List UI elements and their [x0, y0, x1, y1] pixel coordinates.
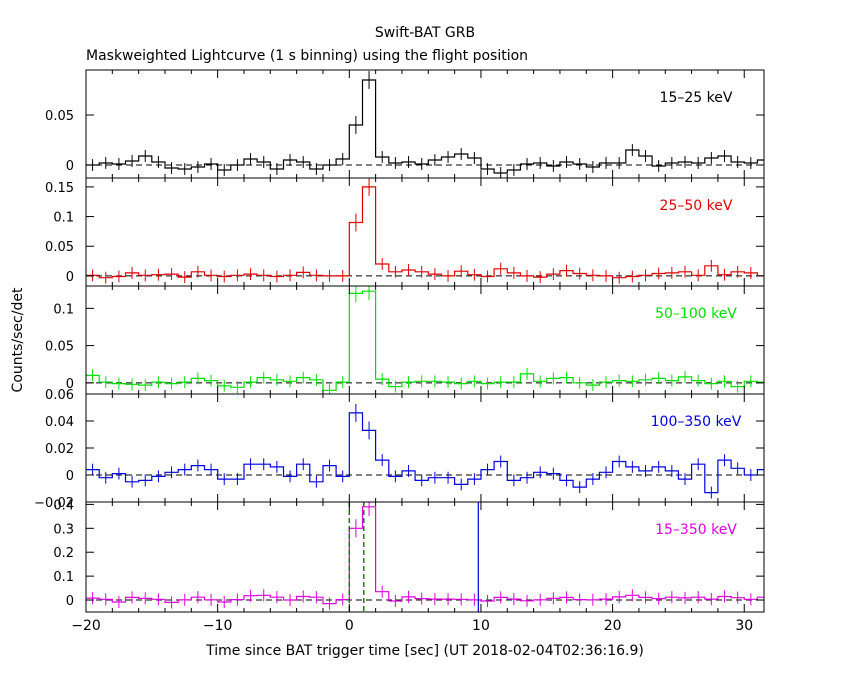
y-tick-label: 0	[66, 377, 74, 392]
energy-band-label: 100–350 keV	[651, 414, 742, 430]
y-tick-label: 0.15	[45, 181, 74, 196]
energy-band-label: 15–25 keV	[660, 90, 733, 106]
panel-frame	[85, 177, 765, 287]
energy-band-label: 25–50 keV	[660, 198, 733, 214]
series-line	[86, 506, 764, 605]
chart-subtitle: Maskweighted Lightcurve (1 s binning) us…	[86, 48, 528, 64]
y-tick-label: 0.05	[45, 340, 74, 355]
y-tick-label: 0.3	[53, 522, 74, 537]
series-group	[86, 286, 764, 394]
x-tick-label: −10	[203, 618, 233, 634]
panel-1: 0 0.05 0.1 0.15 25–50 keV	[45, 177, 765, 287]
chart-title: Swift-BAT GRB	[375, 25, 475, 41]
x-tick-label: 20	[604, 618, 622, 634]
series-group	[86, 71, 764, 178]
series-group	[86, 502, 764, 612]
x-tick-label: 30	[735, 618, 753, 634]
panel-4: 0 0.1 0.2 0.3 0.4 15–350 keV	[53, 498, 765, 613]
series-group	[86, 403, 764, 499]
series-group	[86, 178, 764, 284]
y-tick-label: 0	[66, 469, 74, 484]
panel-3: −0.02 0 0.02 0.04 0.06 100–350 keV	[34, 388, 765, 511]
x-tick-label: 0	[345, 618, 354, 634]
y-tick-label: 0.1	[53, 211, 74, 226]
y-tick-label: 0	[66, 159, 74, 174]
series-line	[86, 290, 764, 391]
y-tick-label: 0.04	[45, 415, 74, 430]
y-tick-label: 0.1	[53, 570, 74, 585]
y-tick-label: 0	[66, 594, 74, 609]
panels-group: 0 0.05 15–25 keV 0 0.05 0.1 0.15 25–50 keV 0 0.05…	[34, 69, 765, 634]
y-tick-label: 0.05	[45, 109, 74, 124]
x-tick-label: −20	[71, 618, 101, 634]
x-tick-label: 10	[472, 618, 490, 634]
y-tick-label: 0.4	[53, 498, 74, 513]
panel-0: 0 0.05 15–25 keV	[45, 69, 765, 179]
x-axis-label: Time since BAT trigger time [sec] (UT 20…	[205, 643, 644, 659]
panel-2: 0 0.05 0.1 50–100 keV	[45, 285, 765, 395]
energy-band-label: 15–350 keV	[655, 522, 737, 538]
y-axis-label: Counts/sec/det	[10, 287, 26, 392]
y-tick-label: 0.02	[45, 442, 74, 457]
y-tick-label: 0.06	[45, 388, 74, 403]
series-line	[86, 79, 764, 174]
y-tick-label: 0.1	[53, 302, 74, 317]
series-line	[86, 412, 764, 494]
energy-band-label: 50–100 keV	[655, 306, 737, 322]
series-line	[86, 186, 764, 279]
panel-frame	[85, 393, 765, 503]
y-tick-label: 0.05	[45, 240, 74, 255]
panel-frame	[85, 69, 765, 179]
panel-frame	[85, 501, 765, 613]
y-tick-label: 0	[66, 270, 74, 285]
y-tick-label: 0.2	[53, 546, 74, 561]
y-tick-label: −0.02	[34, 496, 74, 511]
